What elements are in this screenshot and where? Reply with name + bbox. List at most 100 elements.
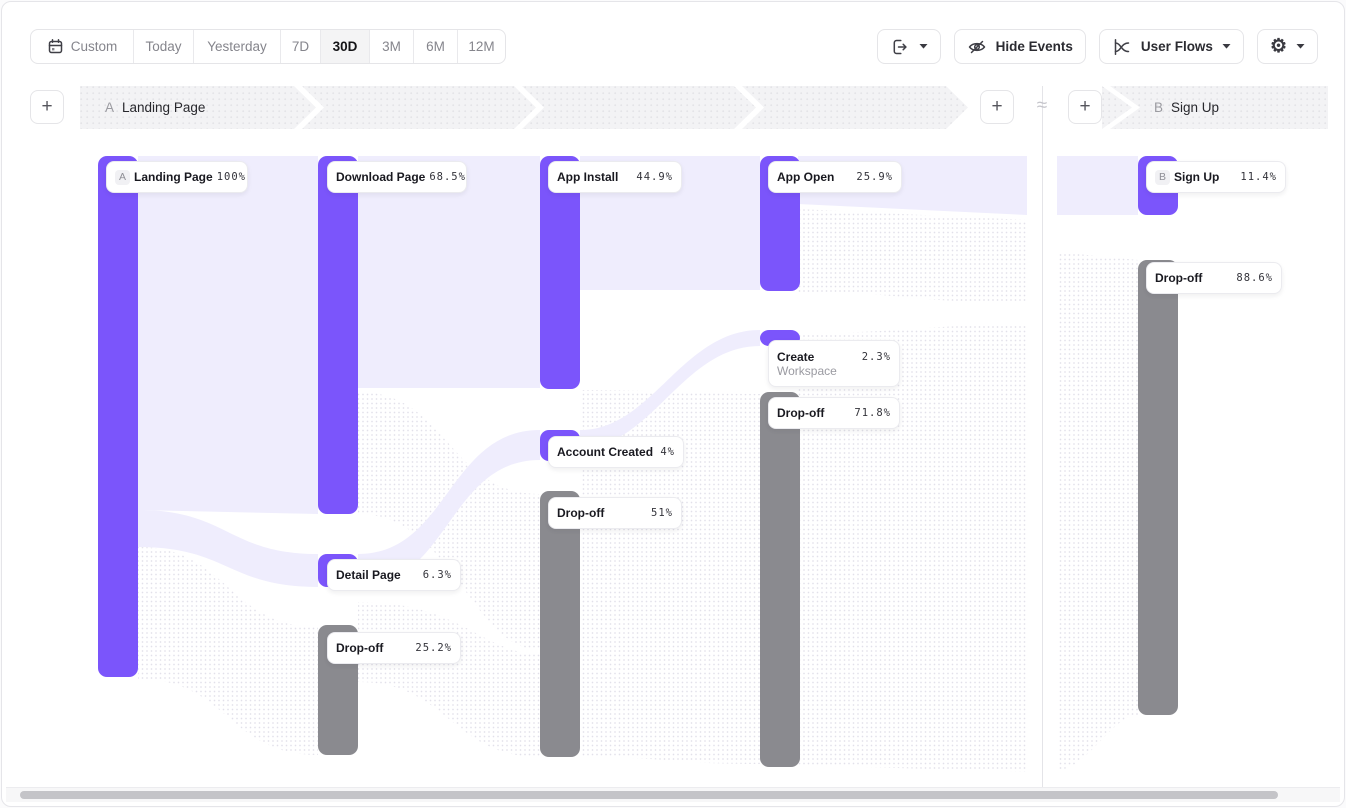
node-label: Drop-off: [336, 641, 384, 655]
time-range-label: 3M: [382, 39, 401, 54]
time-range-label: 30D: [332, 39, 358, 54]
dropoff-flow: [798, 324, 1027, 772]
funnel-divider-line: [1042, 86, 1043, 788]
step-segment-4[interactable]: [742, 86, 968, 129]
node-card-sign_up[interactable]: B Sign Up 11.4%: [1146, 161, 1286, 193]
hide-events-button[interactable]: Hide Events: [953, 29, 1086, 64]
node-percentage: 25.2%: [415, 642, 452, 654]
view-selector-label: User Flows: [1140, 39, 1213, 54]
node-card-dropoff_sign_up[interactable]: Drop-off 88.6%: [1146, 262, 1282, 294]
node-percentage: 100%: [216, 171, 246, 183]
time-range-label: Today: [145, 39, 182, 54]
node-percentage: 6.3%: [422, 569, 452, 581]
caret-down-icon: [1222, 44, 1231, 49]
calendar-icon: [47, 38, 64, 55]
node-card-download_page[interactable]: Download Page 68.5%: [327, 161, 467, 193]
time-range-6m[interactable]: 6M: [414, 30, 458, 63]
add-step-button-b-start[interactable]: +: [1068, 90, 1102, 124]
dropoff-flow: [138, 547, 318, 755]
step-segment-3[interactable]: [522, 86, 756, 129]
hide-events-label: Hide Events: [995, 39, 1073, 54]
flow-chart-icon: [1112, 37, 1132, 57]
horizontal-scrollbar-thumb[interactable]: [20, 791, 1278, 799]
conversion-flow: [580, 330, 760, 448]
flow-b-steps-band[interactable]: [1102, 86, 1328, 129]
time-range-30d[interactable]: 30D: [321, 30, 370, 63]
export-icon: [890, 37, 910, 57]
node-label: Drop-off: [777, 406, 825, 420]
conversion-flow: [358, 430, 540, 587]
node-label: App Install: [557, 170, 619, 184]
flow-a-steps-band[interactable]: [80, 86, 968, 129]
time-range-label: Yesterday: [207, 39, 267, 54]
step-arrow-tip: [1102, 86, 1132, 129]
node-label: Landing Page: [134, 170, 213, 184]
node-card-dropoff_step_4[interactable]: Drop-off 71.8%: [768, 397, 900, 429]
export-button[interactable]: [876, 29, 941, 64]
view-selector-button[interactable]: User Flows: [1098, 29, 1244, 64]
node-card-create_workspace[interactable]: Create 2.3% Workspace: [768, 340, 900, 387]
conversion-flow: [138, 156, 318, 514]
node-card-landing_page[interactable]: A Landing Page 100%: [106, 161, 248, 193]
node-percentage: 71.8%: [854, 407, 891, 419]
node-percentage: 25.9%: [856, 171, 893, 183]
time-range-3m[interactable]: 3M: [370, 30, 414, 63]
time-range-label: 6M: [426, 39, 445, 54]
node-card-app_open[interactable]: App Open 25.9%: [768, 161, 902, 193]
step-segment-b1[interactable]: [1110, 86, 1328, 129]
node-percentage: 88.6%: [1236, 272, 1273, 284]
time-range-label: 7D: [291, 39, 310, 54]
node-card-account_created[interactable]: Account Created 4%: [548, 436, 684, 468]
node-bar-dropoff_sign_up[interactable]: [1138, 260, 1178, 715]
time-range-yesterday[interactable]: Yesterday: [194, 30, 281, 63]
node-bar-dropoff_step_3[interactable]: [540, 491, 580, 757]
node-card-dropoff_step_3[interactable]: Drop-off 51%: [548, 497, 682, 529]
time-range-label: 12M: [468, 39, 495, 54]
add-step-button-a-start[interactable]: +: [30, 90, 64, 124]
node-card-dropoff_step_2[interactable]: Drop-off 25.2%: [327, 632, 461, 664]
conversion-flow: [358, 156, 540, 388]
conversion-flow: [1057, 156, 1138, 215]
caret-down-icon: [919, 44, 928, 49]
node-label: Drop-off: [1155, 271, 1203, 285]
time-range-custom[interactable]: Custom: [31, 30, 134, 63]
node-percentage: 4%: [660, 446, 675, 458]
toolbar-actions: Hide Events User Flows: [876, 29, 1318, 64]
time-range-label: Custom: [70, 39, 118, 54]
node-label: Account Created: [557, 445, 654, 459]
node-label: Download Page: [336, 170, 426, 184]
dropoff-flow: [798, 209, 1027, 303]
step-segment-2[interactable]: [302, 86, 536, 129]
node-badge: B: [1155, 169, 1170, 185]
approx-separator: ≈: [1036, 95, 1048, 116]
horizontal-scrollbar[interactable]: [6, 787, 1340, 802]
node-percentage: 2.3%: [861, 351, 891, 363]
node-percentage: 11.4%: [1240, 171, 1277, 183]
time-range-today[interactable]: Today: [134, 30, 194, 63]
time-range-7d[interactable]: 7D: [281, 30, 321, 63]
node-bar-app_install[interactable]: [540, 156, 580, 389]
node-label: Create: [777, 350, 815, 364]
step-segment-1[interactable]: [80, 86, 316, 129]
node-label: App Open: [777, 170, 835, 184]
node-label: Detail Page: [336, 568, 401, 582]
node-percentage: 44.9%: [636, 171, 673, 183]
node-label: Drop-off: [557, 506, 605, 520]
caret-down-icon: [1296, 44, 1305, 49]
node-bar-landing_page[interactable]: [98, 156, 138, 677]
node-card-detail_page[interactable]: Detail Page 6.3%: [327, 559, 461, 591]
node-sublabel: Workspace: [777, 364, 837, 378]
settings-button[interactable]: [1256, 29, 1318, 64]
dropoff-flow: [1057, 252, 1138, 770]
toolbar: Custom Today Yesterday 7D 30D 3M 6M 12M: [30, 29, 1318, 64]
node-card-app_install[interactable]: App Install 44.9%: [548, 161, 682, 193]
node-bar-download_page[interactable]: [318, 156, 358, 514]
time-range-control: Custom Today Yesterday 7D 30D 3M 6M 12M: [30, 29, 506, 64]
node-badge: A: [115, 169, 130, 185]
add-step-button-a-end[interactable]: +: [980, 90, 1014, 124]
node-percentage: 68.5%: [429, 171, 466, 183]
node-bar-dropoff_step_4[interactable]: [760, 392, 800, 767]
time-range-12m[interactable]: 12M: [458, 30, 505, 63]
